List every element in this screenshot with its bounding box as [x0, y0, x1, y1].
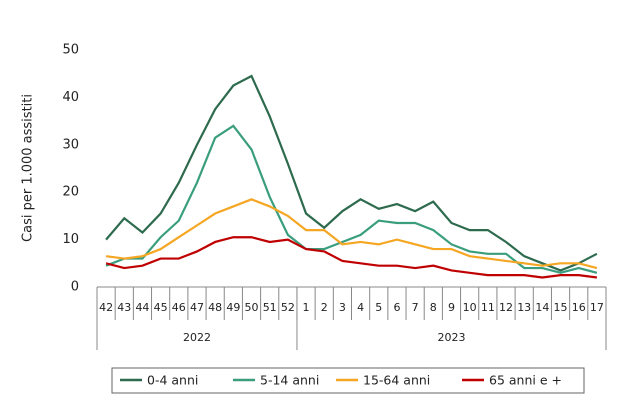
x-group-label: 2023 — [437, 331, 465, 344]
x-tick-label: 13 — [517, 301, 531, 314]
y-tick-label: 0 — [71, 280, 79, 295]
x-tick-label: 1 — [303, 301, 310, 314]
x-tick-label: 42 — [99, 301, 113, 314]
x-tick-label: 9 — [448, 301, 455, 314]
x-tick-label: 6 — [393, 301, 400, 314]
series-line — [105, 198, 598, 270]
series-line — [105, 236, 598, 279]
x-tick-label: 46 — [172, 301, 186, 314]
y-tick-label: 10 — [62, 232, 79, 247]
x-tick-label: 10 — [463, 301, 477, 314]
x-tick-label: 2 — [321, 301, 328, 314]
x-tick-label: 7 — [412, 301, 419, 314]
legend-label: 65 anni e + — [489, 373, 562, 388]
legend-label: 0-4 anni — [147, 373, 198, 388]
x-tick-label: 49 — [226, 301, 240, 314]
x-tick-label: 5 — [375, 301, 382, 314]
x-tick-label: 47 — [190, 301, 204, 314]
y-tick-label: 40 — [62, 90, 79, 105]
x-group-label: 2022 — [183, 331, 211, 344]
x-tick-label: 48 — [208, 301, 222, 314]
y-tick-label: 20 — [62, 185, 79, 200]
y-tick-label: 50 — [62, 43, 79, 58]
y-tick-label: 30 — [62, 137, 79, 152]
x-tick-label: 15 — [554, 301, 568, 314]
x-tick-label: 11 — [481, 301, 495, 314]
series-line — [105, 74, 598, 272]
x-tick-label: 45 — [154, 301, 168, 314]
x-tick-label: 43 — [117, 301, 131, 314]
legend-label: 15-64 anni — [363, 373, 430, 388]
legend-box — [111, 367, 585, 394]
x-tick-label: 44 — [135, 301, 149, 314]
x-tick-label: 8 — [430, 301, 437, 314]
x-tick-label: 17 — [590, 301, 604, 314]
x-tick-label: 4 — [357, 301, 364, 314]
x-tick-label: 16 — [572, 301, 586, 314]
legend-label: 5-14 anni — [260, 373, 319, 388]
x-tick-label: 51 — [263, 301, 277, 314]
x-tick-label: 14 — [535, 301, 549, 314]
x-tick-label: 52 — [281, 301, 295, 314]
series-line — [105, 124, 598, 274]
x-tick-label: 12 — [499, 301, 513, 314]
x-tick-label: 3 — [339, 301, 346, 314]
x-tick-label: 50 — [245, 301, 259, 314]
y-axis-label: Casi per 1.000 assistiti — [21, 94, 36, 242]
